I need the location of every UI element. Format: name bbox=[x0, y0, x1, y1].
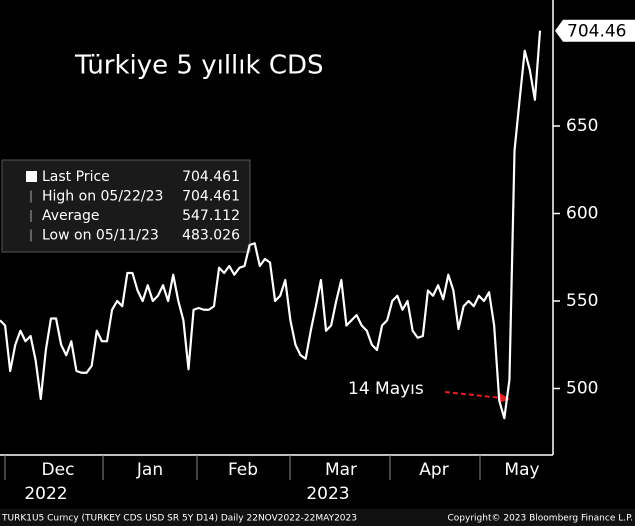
y-tick-label: 500 bbox=[566, 379, 598, 399]
legend-value: 483.026 bbox=[182, 228, 240, 244]
footer-right: Copyright© 2023 Bloomberg Finance L.P. bbox=[448, 514, 633, 524]
annotation: 14 Mayıs bbox=[348, 379, 424, 399]
legend-label: High on 05/22/23 bbox=[42, 189, 163, 205]
footer-bar bbox=[0, 509, 635, 526]
x-tick-label: Jan bbox=[136, 460, 163, 480]
chart-title: Türkiye 5 yıllık CDS bbox=[74, 51, 324, 81]
arrow-head bbox=[499, 393, 510, 403]
legend-value: 704.461 bbox=[182, 189, 240, 205]
y-tick-label: 550 bbox=[566, 291, 598, 311]
y-tick-label: 650 bbox=[566, 116, 598, 136]
footer-left: TURK1U5 Curncy (TURKEY CDS USD SR 5Y D14… bbox=[1, 514, 357, 524]
legend-value: 547.112 bbox=[182, 208, 240, 224]
year-label: 2023 bbox=[306, 484, 349, 504]
legend-box bbox=[1, 159, 251, 253]
x-tick-label: May bbox=[504, 460, 539, 480]
last-value-box bbox=[555, 19, 635, 42]
legend-label: Low on 05/11/23 bbox=[42, 228, 159, 244]
x-tick-label: Mar bbox=[325, 460, 357, 480]
y-tick-label: 600 bbox=[566, 204, 598, 224]
legend-value: 704.461 bbox=[182, 169, 240, 185]
x-tick-label: Feb bbox=[228, 460, 258, 480]
legend-swatch bbox=[26, 171, 37, 182]
x-tick-label: Dec bbox=[42, 460, 75, 480]
legend-label: Average bbox=[42, 208, 100, 224]
year-label: 2022 bbox=[24, 484, 67, 504]
legend-label: Last Price bbox=[42, 169, 110, 185]
annotation-arrow bbox=[444, 391, 503, 399]
x-tick-label: Apr bbox=[419, 460, 448, 480]
price-line bbox=[0, 30, 542, 420]
last-value-label: 704.46 bbox=[567, 22, 626, 42]
